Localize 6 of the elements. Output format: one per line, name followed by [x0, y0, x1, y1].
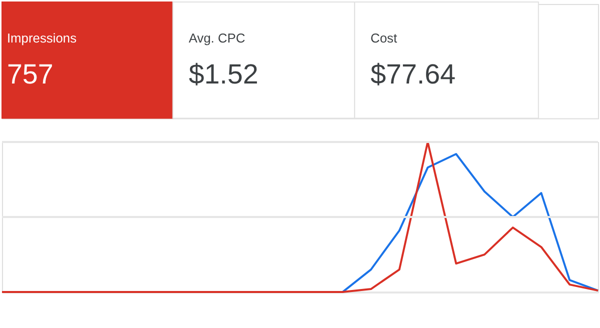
- text: $77.64: [370, 58, 456, 90]
- text: 757: [6, 58, 54, 90]
- text: Impressions: [6, 30, 77, 46]
- text: $1.52: [188, 58, 258, 90]
- text: Avg. CPC: [188, 30, 246, 46]
- text: Cost: [370, 30, 398, 46]
